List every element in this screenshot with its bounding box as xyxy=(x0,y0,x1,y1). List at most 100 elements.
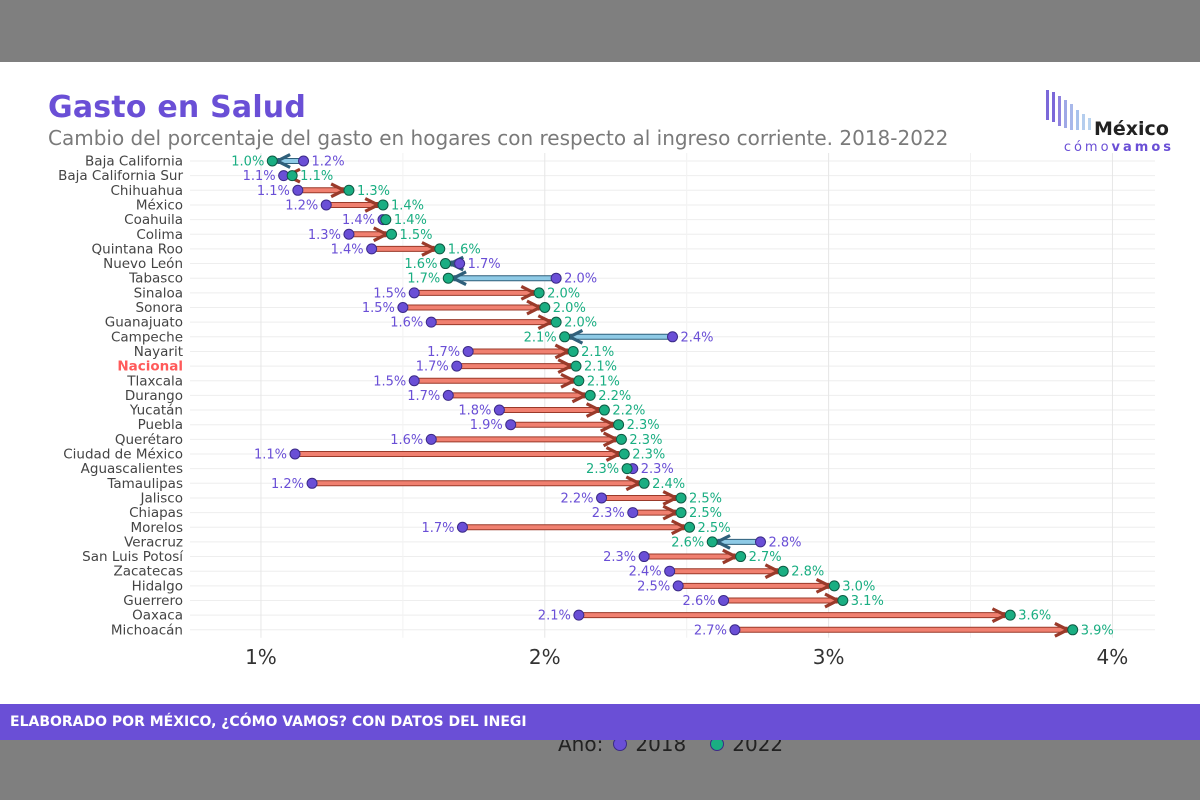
category-label: Aguascalientes xyxy=(81,461,183,477)
point-2022 xyxy=(706,536,718,548)
point-2022 xyxy=(434,243,446,255)
data-label-2022: 2.1% xyxy=(524,330,557,345)
category-label: Yucatán xyxy=(129,403,183,419)
point-2022 xyxy=(638,477,650,489)
data-label-2022: 2.3% xyxy=(632,448,665,463)
data-label-2022: 2.5% xyxy=(698,521,731,536)
point-2022 xyxy=(613,419,625,431)
data-label-2018: 1.3% xyxy=(308,228,341,243)
point-2022 xyxy=(380,214,392,226)
data-label-2022: 2.3% xyxy=(586,462,619,477)
data-label-2022: 1.4% xyxy=(394,213,427,228)
point-2018 xyxy=(729,624,741,636)
data-label-2018: 1.6% xyxy=(390,433,423,448)
point-2018 xyxy=(306,477,318,489)
data-label-2018: 1.2% xyxy=(285,198,318,213)
point-2018 xyxy=(425,433,437,445)
data-label-2022: 2.0% xyxy=(553,301,586,316)
data-label-2018: 1.5% xyxy=(373,374,406,389)
data-label-2022: 2.8% xyxy=(791,565,824,580)
category-label: Chihuahua xyxy=(110,183,183,199)
category-label: San Luis Potosí xyxy=(82,549,184,565)
data-label-2022: 3.9% xyxy=(1081,623,1114,638)
data-label-2022: 2.0% xyxy=(564,316,597,331)
data-label-2018: 1.8% xyxy=(458,404,491,419)
point-2022 xyxy=(377,199,389,211)
data-label-2018: 2.1% xyxy=(538,609,571,624)
point-2022 xyxy=(615,433,627,445)
data-label-2022: 2.3% xyxy=(627,418,660,433)
data-label-2018: 2.8% xyxy=(768,535,801,550)
point-2018 xyxy=(289,448,301,460)
data-label-2022: 2.7% xyxy=(749,550,782,565)
data-label-2022: 3.1% xyxy=(851,594,884,609)
category-label: Guerrero xyxy=(123,593,183,609)
data-label-2022: 1.6% xyxy=(404,257,437,272)
category-label: Hidalgo xyxy=(132,578,183,594)
point-2018 xyxy=(292,184,304,196)
logo-tagline-light: cómo xyxy=(1063,140,1112,155)
point-2018 xyxy=(667,331,678,343)
data-label-2018: 2.3% xyxy=(592,506,625,521)
data-label-2018: 1.4% xyxy=(331,242,364,257)
point-2022 xyxy=(533,287,545,299)
point-2022 xyxy=(343,184,355,196)
category-label: Veracruz xyxy=(124,534,183,550)
data-label-2018: 1.9% xyxy=(470,418,503,433)
point-2018 xyxy=(718,595,730,606)
point-2022 xyxy=(598,404,610,416)
point-2018 xyxy=(596,492,608,504)
point-2022 xyxy=(439,258,451,270)
data-label-2018: 2.5% xyxy=(637,579,670,594)
x-tick-label: 4% xyxy=(1097,645,1129,669)
x-tick-label: 1% xyxy=(245,645,277,669)
data-label-2022: 2.1% xyxy=(584,360,617,375)
point-2022 xyxy=(286,170,298,182)
category-label: Campeche xyxy=(111,329,183,345)
point-2022 xyxy=(442,272,454,284)
data-label-2018: 1.2% xyxy=(312,155,345,170)
data-label-2018: 1.4% xyxy=(342,213,375,228)
point-2022 xyxy=(777,565,789,577)
chart-subtitle: Cambio del porcentaje del gasto en hogar… xyxy=(48,126,949,150)
point-2022 xyxy=(1004,609,1016,621)
data-label-2022: 2.2% xyxy=(598,389,631,404)
point-2022 xyxy=(1067,624,1079,636)
category-label: Ciudad de México xyxy=(63,447,183,463)
category-label: Baja California Sur xyxy=(58,168,183,184)
point-2018 xyxy=(627,507,639,519)
data-label-2018: 1.1% xyxy=(254,448,287,463)
data-label-2018: 2.2% xyxy=(561,491,594,506)
data-label-2018: 2.4% xyxy=(629,565,662,580)
data-label-2022: 2.4% xyxy=(652,477,685,492)
point-2018 xyxy=(425,316,437,328)
point-2018 xyxy=(366,243,378,255)
point-2018 xyxy=(397,302,409,313)
category-label: Tabasco xyxy=(128,271,183,287)
point-2018 xyxy=(298,155,310,167)
category-label: Chiapas xyxy=(129,505,183,521)
category-label: Morelos xyxy=(130,520,183,536)
point-2022 xyxy=(550,316,562,328)
data-label-2022: 2.5% xyxy=(689,491,722,506)
point-2022 xyxy=(828,580,840,592)
point-2022 xyxy=(559,331,571,343)
data-label-2018: 1.6% xyxy=(390,316,423,331)
point-2022 xyxy=(675,492,687,504)
point-2018 xyxy=(320,199,332,211)
category-label: Durango xyxy=(125,388,183,404)
category-label: Quintana Roo xyxy=(92,241,183,257)
logo-name: México xyxy=(1094,118,1169,140)
data-label-2022: 1.3% xyxy=(357,184,390,199)
point-2018 xyxy=(550,272,562,284)
point-2022 xyxy=(573,375,585,387)
category-label: Nuevo León xyxy=(103,256,183,272)
data-label-2022: 1.4% xyxy=(391,198,424,213)
data-label-2018: 1.1% xyxy=(257,184,290,199)
category-label: Coahuila xyxy=(124,212,183,228)
point-2022 xyxy=(584,389,596,401)
point-2022 xyxy=(735,551,747,563)
data-label-2022: 1.0% xyxy=(231,155,264,170)
point-2022 xyxy=(684,521,696,533)
data-label-2022: 3.0% xyxy=(842,579,875,594)
